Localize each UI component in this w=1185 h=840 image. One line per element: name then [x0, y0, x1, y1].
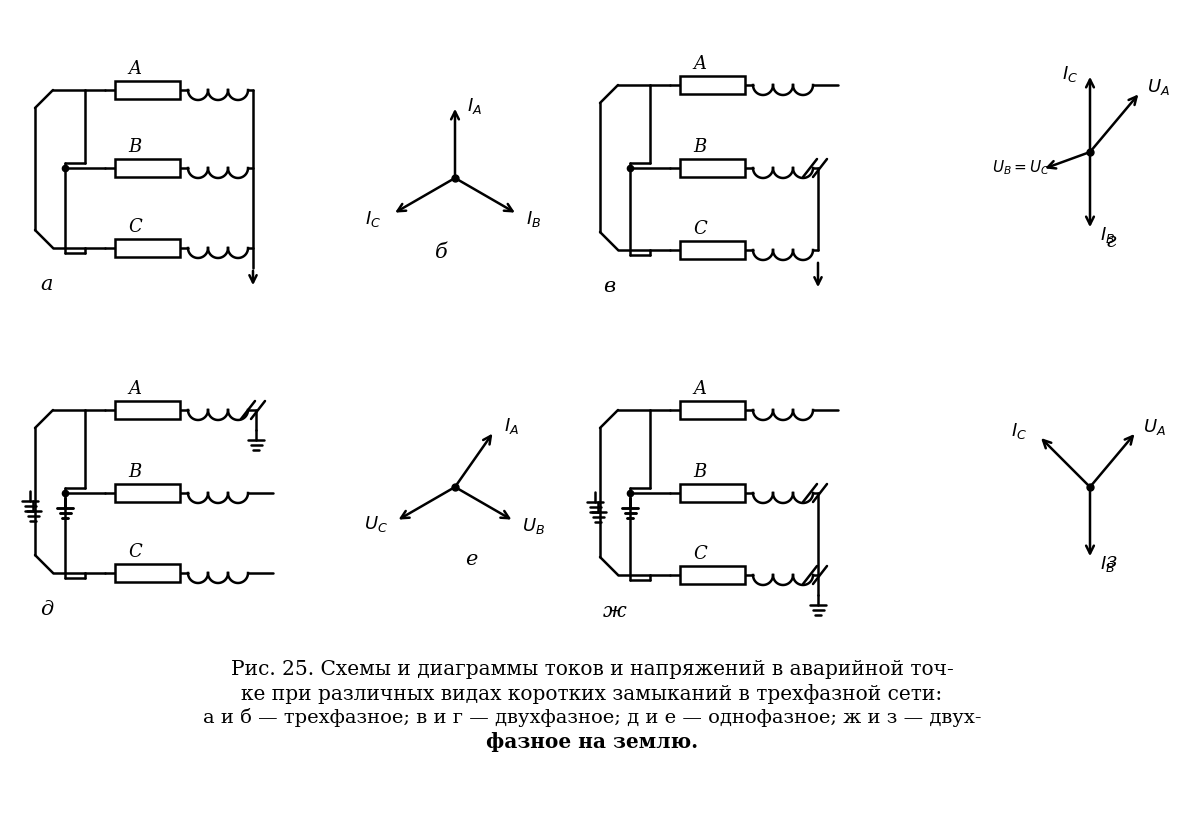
Text: $I_C$: $I_C$ — [1062, 64, 1078, 84]
Text: фазное на землю.: фазное на землю. — [486, 732, 698, 752]
Bar — [680, 159, 745, 177]
Bar — [680, 76, 745, 94]
Text: $I_A$: $I_A$ — [505, 417, 519, 436]
Text: A: A — [693, 55, 706, 73]
Text: $U_B{=}U_C$: $U_B{=}U_C$ — [992, 159, 1051, 177]
Text: B: B — [693, 463, 706, 481]
Text: C: C — [693, 545, 707, 563]
Text: $U_A$: $U_A$ — [1147, 77, 1170, 97]
Text: Рис. 25. Схемы и диаграммы токов и напряжений в аварийной точ-: Рис. 25. Схемы и диаграммы токов и напря… — [231, 660, 954, 679]
Bar — [115, 484, 180, 502]
Text: A: A — [693, 380, 706, 398]
Text: $I_B$: $I_B$ — [1101, 554, 1115, 574]
Bar — [115, 239, 180, 257]
Bar — [115, 401, 180, 419]
Text: $U_C$: $U_C$ — [364, 514, 387, 534]
Text: в: в — [603, 277, 615, 296]
Bar — [680, 401, 745, 419]
Text: з: з — [1104, 552, 1116, 571]
Text: б: б — [435, 243, 448, 262]
Text: е: е — [465, 550, 478, 569]
Text: $U_A$: $U_A$ — [1142, 417, 1166, 437]
Bar — [680, 566, 745, 584]
Text: $I_A$: $I_A$ — [467, 96, 482, 116]
Bar — [115, 564, 180, 582]
Text: C: C — [128, 543, 142, 561]
Text: д: д — [40, 600, 53, 619]
Bar — [115, 81, 180, 99]
Text: $I_B$: $I_B$ — [1101, 225, 1115, 245]
Text: A: A — [128, 380, 141, 398]
Text: $I_B$: $I_B$ — [526, 209, 542, 229]
Text: B: B — [128, 463, 142, 481]
Text: а: а — [40, 275, 52, 294]
Text: $I_C$: $I_C$ — [365, 209, 380, 229]
Text: B: B — [128, 138, 142, 156]
Text: г: г — [1104, 232, 1115, 251]
Text: C: C — [693, 220, 707, 238]
Text: $U_B$: $U_B$ — [523, 516, 545, 536]
Bar — [680, 484, 745, 502]
Bar — [115, 159, 180, 177]
Text: а и б — трехфазное; в и г — двухфазное; д и е — однофазное; ж и з — двух-: а и б — трехфазное; в и г — двухфазное; … — [203, 708, 981, 727]
Text: ж: ж — [603, 602, 627, 621]
Text: $I_C$: $I_C$ — [1011, 421, 1027, 441]
Text: ке при различных видах коротких замыканий в трехфазной сети:: ке при различных видах коротких замыкани… — [242, 684, 942, 704]
Text: B: B — [693, 138, 706, 156]
Text: A: A — [128, 60, 141, 78]
Bar — [680, 241, 745, 259]
Text: C: C — [128, 218, 142, 236]
